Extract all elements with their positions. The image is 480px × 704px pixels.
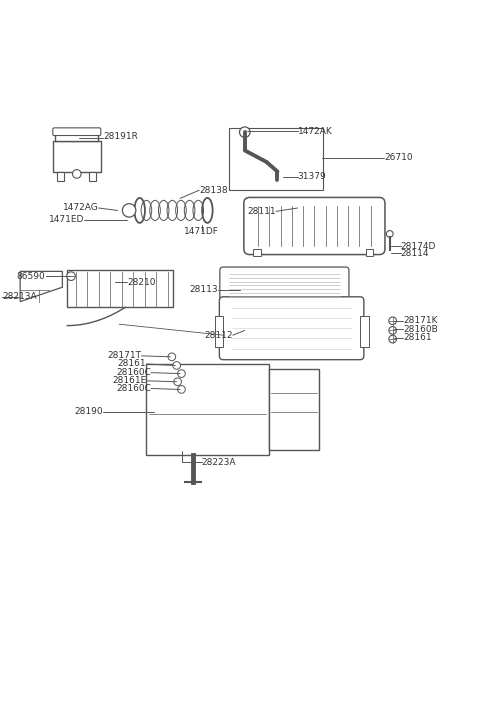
Text: 1472AK: 1472AK: [298, 127, 332, 136]
Text: 28161E: 28161E: [112, 377, 146, 385]
Circle shape: [67, 272, 75, 280]
Text: 28114: 28114: [401, 249, 429, 258]
Text: 28111: 28111: [247, 207, 276, 216]
Text: 1471DF: 1471DF: [184, 227, 219, 236]
Circle shape: [389, 327, 396, 334]
Circle shape: [240, 127, 250, 137]
FancyBboxPatch shape: [360, 316, 369, 347]
Text: 1471ED: 1471ED: [48, 215, 84, 225]
Circle shape: [178, 386, 185, 394]
Text: 28174D: 28174D: [401, 242, 436, 251]
Circle shape: [122, 203, 136, 217]
FancyBboxPatch shape: [55, 134, 98, 141]
FancyBboxPatch shape: [146, 364, 269, 455]
Text: 28138: 28138: [199, 186, 228, 195]
Text: 86590: 86590: [17, 272, 46, 281]
Text: 28190: 28190: [74, 408, 103, 417]
Text: 31379: 31379: [298, 172, 326, 182]
FancyBboxPatch shape: [220, 267, 349, 303]
Text: 28113: 28113: [190, 285, 218, 294]
Circle shape: [178, 370, 185, 377]
Text: 28210: 28210: [127, 278, 156, 287]
Circle shape: [72, 170, 81, 178]
Text: 28160B: 28160B: [403, 325, 438, 334]
Text: 28160C: 28160C: [116, 368, 151, 377]
FancyBboxPatch shape: [269, 369, 319, 451]
Circle shape: [173, 362, 180, 370]
Circle shape: [386, 231, 393, 237]
FancyBboxPatch shape: [366, 249, 373, 256]
Text: 28223A: 28223A: [202, 458, 236, 467]
FancyBboxPatch shape: [53, 128, 101, 136]
FancyBboxPatch shape: [253, 249, 261, 256]
Text: 28161: 28161: [118, 360, 146, 368]
Text: 28112: 28112: [204, 331, 233, 340]
Circle shape: [168, 353, 176, 360]
Text: 28171K: 28171K: [403, 316, 438, 325]
Text: 28160C: 28160C: [116, 384, 151, 393]
Circle shape: [389, 335, 396, 343]
Text: 26710: 26710: [384, 153, 413, 162]
Circle shape: [174, 378, 181, 386]
Text: 1472AG: 1472AG: [63, 203, 98, 213]
Circle shape: [389, 317, 396, 325]
FancyBboxPatch shape: [215, 316, 223, 347]
Text: 28171T: 28171T: [108, 351, 142, 360]
FancyBboxPatch shape: [219, 297, 364, 360]
FancyBboxPatch shape: [57, 172, 64, 181]
Text: 28191R: 28191R: [103, 132, 138, 142]
FancyBboxPatch shape: [89, 172, 96, 181]
Text: 28213A: 28213A: [2, 292, 37, 301]
FancyBboxPatch shape: [244, 197, 385, 255]
Text: 28161: 28161: [403, 333, 432, 342]
FancyBboxPatch shape: [53, 141, 101, 172]
FancyBboxPatch shape: [67, 270, 173, 308]
